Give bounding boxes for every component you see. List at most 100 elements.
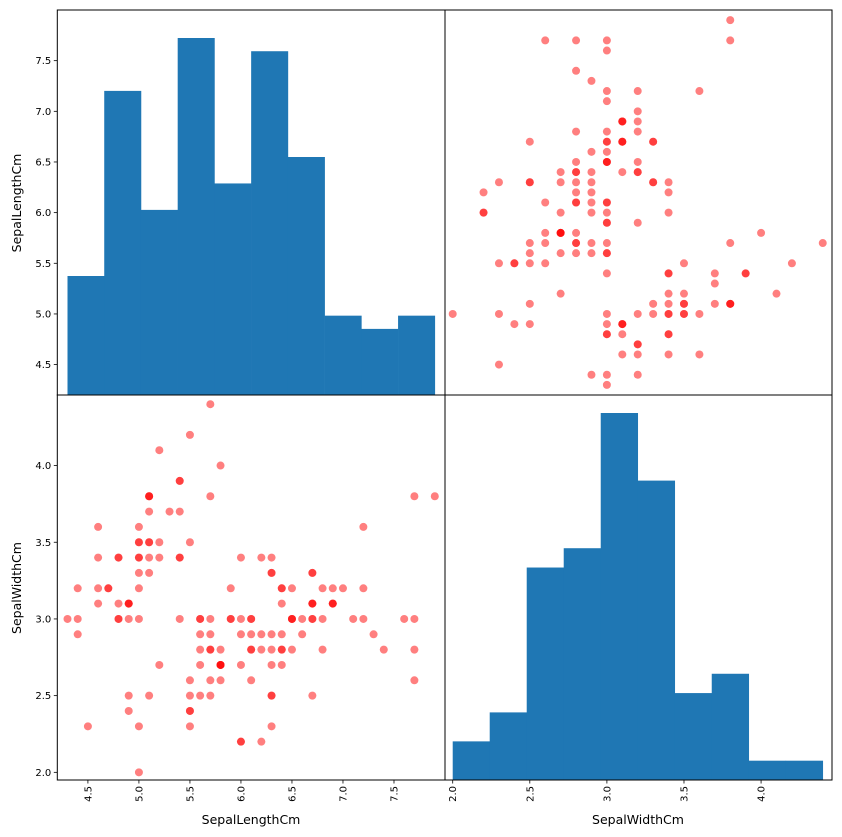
scatter-point: [216, 645, 225, 654]
scatter-point: [155, 446, 164, 455]
scatter-point: [185, 706, 194, 715]
panel-scatter-width-vs-length: [63, 400, 439, 777]
y-tick-label: 3.0: [35, 614, 51, 625]
scatter-point: [410, 492, 419, 501]
scatter-point: [145, 507, 154, 516]
panel-frame: [56, 394, 446, 781]
scatter-point: [349, 614, 358, 623]
scatter-point: [664, 289, 673, 298]
scatter-point: [572, 249, 581, 258]
scatter-point: [556, 289, 565, 298]
scatter-point: [679, 259, 688, 268]
scatter-point: [602, 147, 611, 156]
scatter-point: [247, 676, 256, 685]
scatter-point: [267, 645, 276, 654]
scatter-point: [726, 299, 735, 308]
hist-bar: [104, 90, 142, 395]
scatter-point: [556, 208, 565, 217]
scatter-point: [618, 320, 627, 329]
scatter-point: [633, 87, 642, 96]
scatter-point: [328, 584, 337, 593]
scatter-point: [618, 350, 627, 359]
x-tick-label: 2.5: [525, 786, 536, 802]
hist-bar: [452, 741, 491, 780]
scatter-point: [679, 309, 688, 318]
scatter-point: [602, 157, 611, 166]
x-tick-label: 5.0: [134, 786, 145, 802]
scatter-point: [633, 157, 642, 166]
scatter-point: [602, 249, 611, 258]
scatter-point: [94, 584, 103, 593]
y-tick-label: 4.0: [35, 461, 51, 472]
scatter-point: [236, 630, 245, 639]
scatter-point: [257, 630, 266, 639]
hist-bar: [785, 760, 824, 780]
scatter-point: [633, 127, 642, 136]
scatter-point: [175, 614, 184, 623]
scatter-point: [114, 599, 123, 608]
scatter-point: [185, 538, 194, 547]
x-tick-label: 4.5: [83, 786, 94, 802]
scatter-point: [710, 299, 719, 308]
scatter-point: [359, 522, 368, 531]
scatter-point: [541, 259, 550, 268]
y-tick-label: 5.5: [35, 259, 51, 270]
scatter-point: [206, 645, 215, 654]
scatter-point: [308, 614, 317, 623]
scatter-point: [525, 178, 534, 187]
scatter-point: [145, 538, 154, 547]
panel-frame: [444, 394, 833, 781]
scatter-point: [94, 553, 103, 562]
scatter-point: [572, 157, 581, 166]
scatter-point: [196, 660, 205, 669]
y-axis-label-sepal-width: SepalWidthCm: [9, 542, 24, 634]
scatter-point: [572, 188, 581, 197]
x-tick-label: 3.5: [679, 786, 690, 802]
scatter-point: [267, 722, 276, 731]
scatter-point: [338, 584, 347, 593]
scatter-point: [587, 76, 596, 85]
scatter-point: [247, 630, 256, 639]
scatter-point: [556, 228, 565, 237]
scatter-point: [572, 228, 581, 237]
scatter-point: [298, 630, 307, 639]
scatter-point: [318, 584, 327, 593]
scatter-point: [525, 259, 534, 268]
scatter-point: [587, 178, 596, 187]
scatter-point: [145, 568, 154, 577]
panel-frame: [444, 9, 833, 396]
scatter-point: [145, 492, 154, 501]
scatter-point: [410, 614, 419, 623]
x-tick-label: 2.0: [448, 786, 459, 802]
hist-bar: [140, 209, 178, 395]
scatter-point: [134, 768, 143, 777]
scatter-point: [633, 107, 642, 116]
scatter-point: [236, 737, 245, 746]
x-axis-label-sepal-width: SepalWidthCm: [592, 812, 684, 827]
scatter-point: [741, 269, 750, 278]
scatter-point: [695, 87, 704, 96]
scatter-point: [679, 299, 688, 308]
scatter-point: [602, 218, 611, 227]
scatter-point: [277, 630, 286, 639]
scatter-point: [556, 168, 565, 177]
scatter-point: [124, 599, 133, 608]
scatter-point: [787, 259, 796, 268]
scatter-point: [587, 147, 596, 156]
scatter-point: [308, 599, 317, 608]
scatter-point: [602, 97, 611, 106]
scatter-point: [145, 691, 154, 700]
scatter-point: [602, 137, 611, 146]
scatter-point: [287, 645, 296, 654]
scatter-point: [602, 208, 611, 217]
scatter-point: [196, 645, 205, 654]
scatter-point: [633, 117, 642, 126]
scatter-point: [104, 584, 113, 593]
scatter-point: [206, 676, 215, 685]
x-tick-label: 6.5: [287, 786, 298, 802]
scatter-point: [216, 461, 225, 470]
hist-bar: [251, 51, 289, 395]
scatter-point: [572, 66, 581, 75]
scatter-point: [664, 299, 673, 308]
scatter-point: [664, 330, 673, 339]
